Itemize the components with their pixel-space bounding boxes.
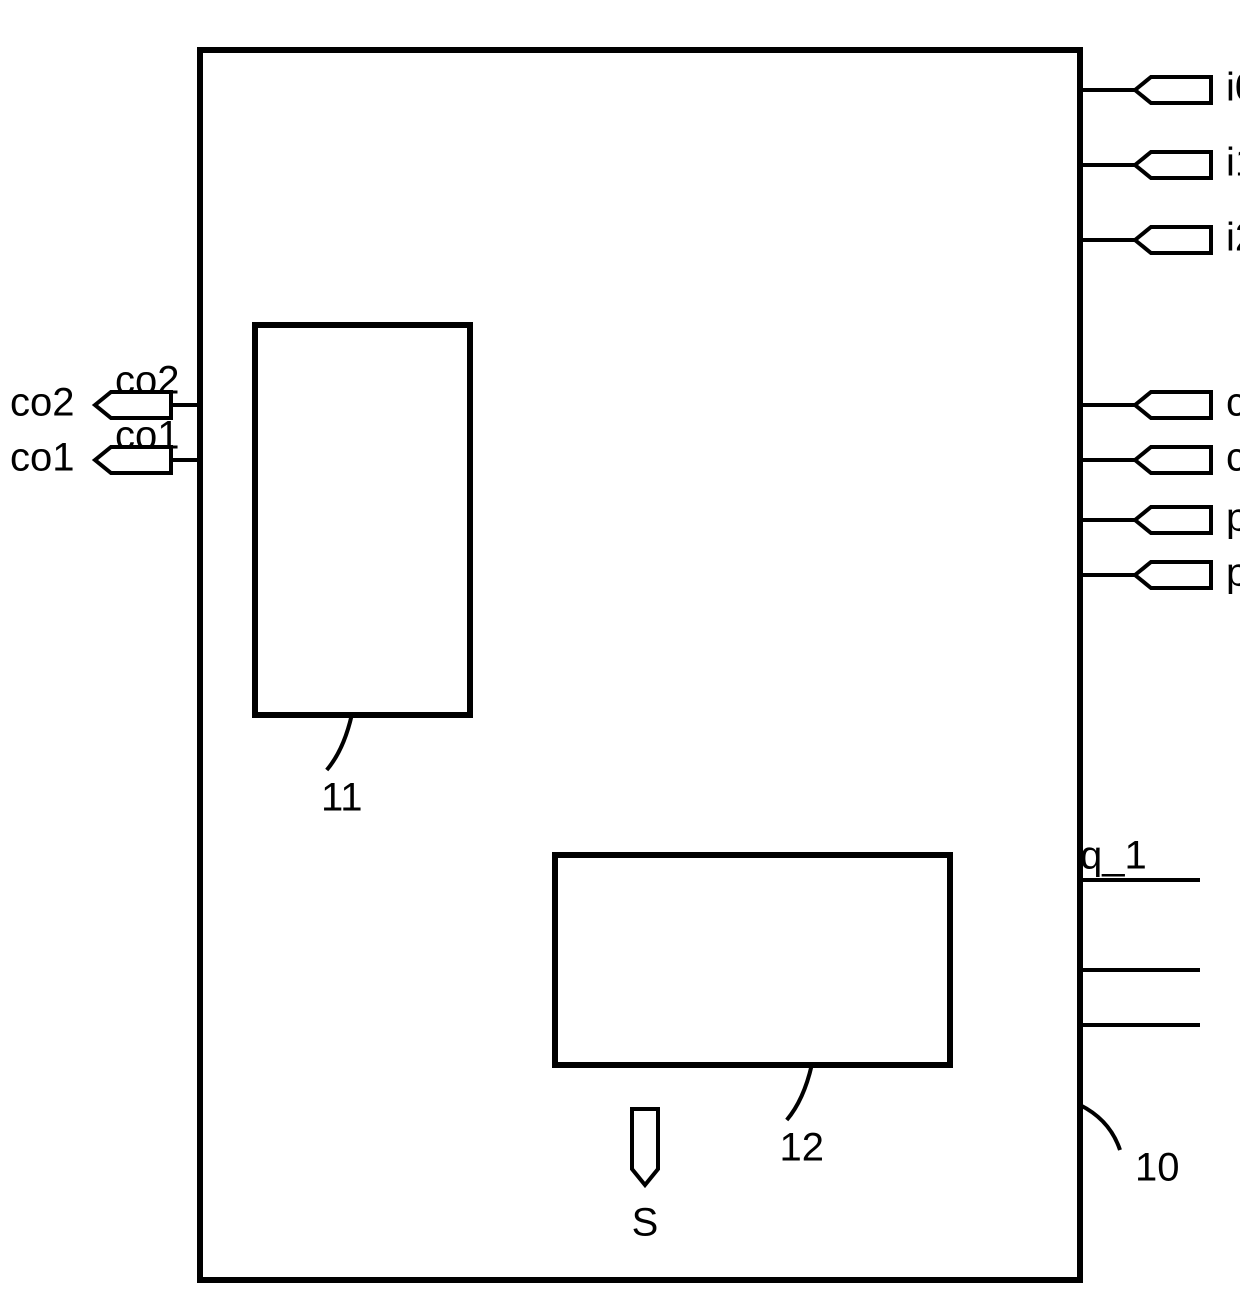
pin-label-i1: i1 xyxy=(1226,141,1240,185)
pin-label-co1: co1 xyxy=(10,436,75,480)
pin-label-ci1: ci1 xyxy=(1226,436,1240,480)
ref-11: 11 xyxy=(321,776,363,820)
ref-12: 12 xyxy=(780,1126,825,1170)
pin-label-prech_1: prech_1 xyxy=(1226,496,1240,540)
circuit-diagram: i0i0i1i1i2i2prech_1prechq_1vddvssco2co1p… xyxy=(0,0,1240,1304)
pin-label-co2: co2 xyxy=(10,381,75,425)
pin-label-i0: i0 xyxy=(1226,66,1240,110)
pin-label-S: S xyxy=(632,1201,659,1245)
pin-label-i2: i2 xyxy=(1226,216,1240,260)
pin-label-ci2: ci2 xyxy=(1226,381,1240,425)
ref-10: 10 xyxy=(1135,1146,1180,1190)
pin-label-prechq_1: prechq_1 xyxy=(1226,551,1240,595)
